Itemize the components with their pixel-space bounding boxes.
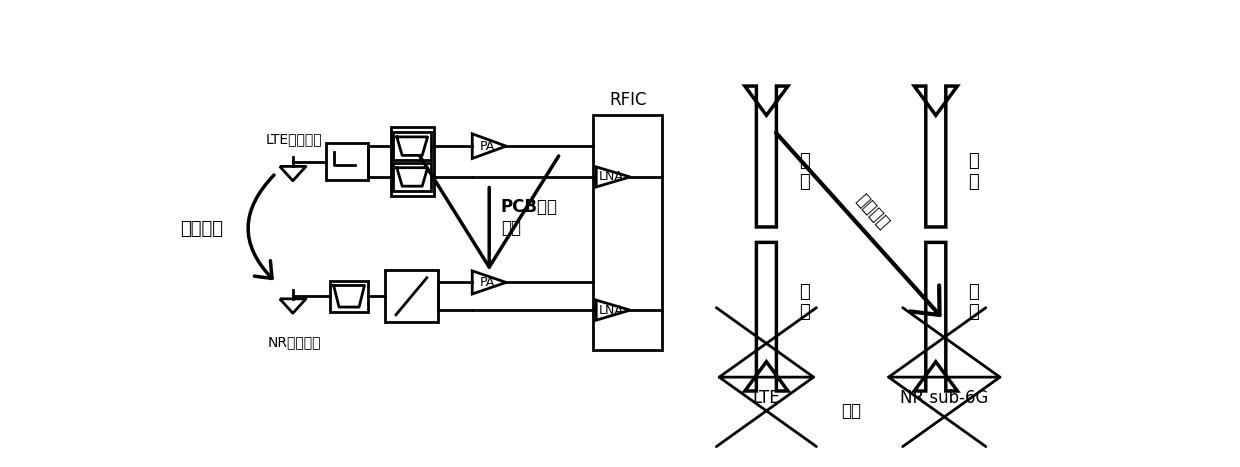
Bar bbox=[593, 115, 662, 350]
Text: PA: PA bbox=[480, 276, 495, 289]
Text: 上
行: 上 行 bbox=[799, 152, 810, 191]
Bar bbox=[330, 281, 368, 311]
Text: PA: PA bbox=[480, 140, 495, 153]
Bar bbox=[393, 132, 432, 160]
Polygon shape bbox=[745, 242, 787, 391]
Bar bbox=[393, 163, 432, 191]
Polygon shape bbox=[914, 242, 957, 391]
FancyArrowPatch shape bbox=[776, 133, 940, 315]
Text: LTE频段天线: LTE频段天线 bbox=[267, 132, 322, 146]
Bar bbox=[391, 127, 434, 196]
Text: LTE: LTE bbox=[753, 389, 780, 407]
Bar bbox=[326, 143, 368, 180]
Polygon shape bbox=[914, 86, 957, 227]
Text: 下
行: 下 行 bbox=[968, 283, 978, 321]
Text: 上
行: 上 行 bbox=[968, 152, 978, 191]
Polygon shape bbox=[745, 86, 787, 227]
Text: 路径干扰: 路径干扰 bbox=[180, 220, 223, 238]
Text: LNA: LNA bbox=[599, 170, 624, 184]
Text: LNA: LNA bbox=[599, 304, 624, 317]
Text: NR频段天线: NR频段天线 bbox=[268, 335, 321, 349]
FancyArrowPatch shape bbox=[248, 175, 274, 278]
Text: NR sub-6G: NR sub-6G bbox=[900, 389, 988, 407]
Text: PCB泄露
干扰: PCB泄露 干扰 bbox=[501, 198, 558, 237]
Text: 频带: 频带 bbox=[841, 402, 861, 420]
Bar bbox=[386, 270, 438, 322]
Text: 谐波干扰: 谐波干扰 bbox=[853, 190, 893, 232]
Text: 下
行: 下 行 bbox=[799, 283, 810, 321]
Text: RFIC: RFIC bbox=[609, 91, 646, 109]
